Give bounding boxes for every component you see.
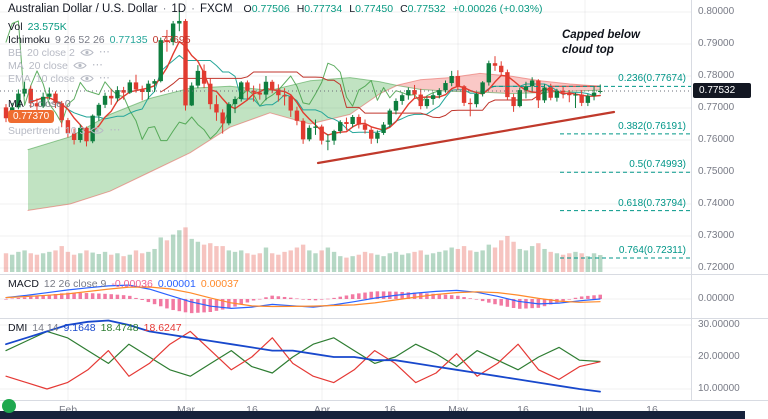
indicator-name: DMI bbox=[8, 321, 28, 334]
indicator-params: 20 close 2 bbox=[27, 46, 75, 59]
more-options-icon[interactable]: ⋯ bbox=[91, 59, 103, 71]
time-axis-label: 16 bbox=[384, 404, 396, 416]
price-axis-label: 0.78000 bbox=[698, 70, 735, 81]
indicator-row-bb[interactable]: BB 20 close 2 ⋯ bbox=[8, 46, 110, 59]
indicator-value: 0.77695 bbox=[152, 33, 191, 46]
indicator-value: 0.77370 bbox=[8, 110, 55, 123]
indicator-params: 12 26 close 9 bbox=[43, 277, 107, 290]
annotation-note[interactable]: Capped below cloud top bbox=[562, 28, 640, 58]
indicator-row-ma[interactable]: MA 20 close ⋯ bbox=[8, 59, 103, 72]
indicator-params: 10 3 bbox=[64, 124, 86, 137]
indicator-value: 18.6247 bbox=[143, 321, 182, 334]
indicator-value: 23.575K bbox=[27, 20, 67, 33]
close-value: 0.77532 bbox=[407, 3, 446, 15]
indicator-name: MA bbox=[8, 97, 24, 110]
dmi-axis-label: 10.00000 bbox=[698, 383, 740, 394]
high-label: H bbox=[296, 3, 305, 15]
pane-separator-dmi[interactable] bbox=[0, 318, 768, 319]
price-axis-label: 0.80000 bbox=[698, 6, 735, 17]
indicator-name: MACD bbox=[8, 277, 39, 290]
more-options-icon[interactable]: ⋯ bbox=[98, 72, 110, 84]
indicator-row-ma[interactable]: MA 5 close 0 bbox=[8, 97, 71, 110]
indicator-name: Vol bbox=[8, 20, 23, 33]
indicator-status-lines: Vol 23.575K Ichimoku 9 26 52 26 0.77135 0.776… bbox=[8, 20, 239, 334]
exchange[interactable]: FXCM bbox=[199, 3, 233, 15]
price-axis-label: 0.79000 bbox=[698, 38, 735, 49]
more-options-icon[interactable]: ⋯ bbox=[109, 124, 121, 136]
price-axis-label: 0.72000 bbox=[698, 262, 735, 273]
indicator-value: 9.1648 bbox=[63, 321, 96, 334]
indicator-params: 5 close 0 bbox=[28, 97, 71, 110]
indicator-row-macd[interactable]: MACD 12 26 close 9 -0.00036 0.00001 0.00037 bbox=[8, 277, 239, 290]
indicator-name: Ichimoku bbox=[8, 33, 51, 46]
open-label: O bbox=[243, 3, 252, 15]
indicator-name: EMA bbox=[8, 72, 31, 85]
price-axis[interactable]: 0.80000 0.79000 0.78000 0.77000 0.76000 0.750… bbox=[691, 0, 768, 400]
pane-separator-macd[interactable] bbox=[0, 274, 768, 275]
eye-icon[interactable] bbox=[80, 48, 94, 57]
logo-icon[interactable] bbox=[2, 399, 16, 413]
indicator-row-dmi[interactable]: DMI 14 14 9.1648 18.4748 18.6247 bbox=[8, 321, 182, 334]
indicator-params: 10 close bbox=[35, 72, 75, 85]
dmi-axis-label: 30.00000 bbox=[698, 319, 740, 330]
price-axis-label: 0.77000 bbox=[698, 102, 735, 113]
macd-axis-label: 0.00000 bbox=[698, 293, 735, 304]
indicator-params: 20 close bbox=[28, 59, 68, 72]
indicator-value: 0.00001 bbox=[157, 277, 196, 290]
price-axis-label: 0.75000 bbox=[698, 166, 735, 177]
bottom-bar bbox=[0, 411, 745, 419]
annotation-line-1: Capped below bbox=[562, 29, 640, 41]
indicator-value: 0.00037 bbox=[200, 277, 239, 290]
indicator-row-ema[interactable]: EMA 10 close ⋯ bbox=[8, 72, 110, 85]
indicator-name: Supertrend bbox=[8, 124, 60, 137]
time-axis-label: 16 bbox=[517, 404, 529, 416]
indicator-value: 0.77135 bbox=[109, 33, 148, 46]
low-label: L bbox=[349, 3, 356, 15]
indicator-row-value[interactable]: 0.77370 bbox=[8, 110, 55, 123]
low-value: 0.77450 bbox=[355, 3, 394, 15]
symbol-title[interactable]: Australian Dollar / U.S. Dollar bbox=[8, 3, 158, 15]
price-axis-label: 0.74000 bbox=[698, 198, 735, 209]
indicator-name: BB bbox=[8, 46, 23, 59]
price-axis-label: 0.76000 bbox=[698, 134, 735, 145]
symbol-header: Australian Dollar / U.S. Dollar · 1D · F… bbox=[8, 3, 543, 15]
last-price-badge: 0.77532 bbox=[693, 82, 751, 98]
close-label: C bbox=[400, 3, 408, 15]
change-value: +0.00026 (+0.03%) bbox=[452, 3, 543, 15]
indicator-row-supertrend[interactable]: Supertrend 10 3 ⋯ bbox=[8, 124, 120, 137]
open-value: 0.77506 bbox=[251, 3, 290, 15]
ohlc-values: O0.77506 H0.77734 L0.77450 C0.77532 +0.0… bbox=[244, 3, 543, 15]
indicator-value: -0.00036 bbox=[111, 277, 153, 290]
price-axis-label: 0.73000 bbox=[698, 230, 735, 241]
indicator-params: 14 14 bbox=[32, 321, 59, 334]
eye-icon[interactable] bbox=[80, 74, 94, 83]
indicator-value: 18.4748 bbox=[100, 321, 139, 334]
indicator-name: MA bbox=[8, 59, 24, 72]
more-options-icon[interactable]: ⋯ bbox=[98, 46, 110, 58]
dmi-axis-label: 20.00000 bbox=[698, 351, 740, 362]
annotation-line-2: cloud top bbox=[562, 43, 614, 56]
time-axis-label: 16 bbox=[246, 404, 258, 416]
separator-dot: · bbox=[162, 3, 167, 15]
indicator-row-ichimoku[interactable]: Ichimoku 9 26 52 26 0.77135 0.77695 bbox=[8, 33, 191, 46]
time-axis-label: 16 bbox=[646, 404, 658, 416]
high-value: 0.77734 bbox=[304, 3, 343, 15]
timeframe[interactable]: 1D bbox=[171, 3, 187, 15]
indicator-row-vol[interactable]: Vol 23.575K bbox=[8, 20, 67, 33]
eye-icon[interactable] bbox=[90, 126, 105, 135]
indicator-params: 9 26 52 26 bbox=[55, 33, 105, 46]
separator-dot: · bbox=[191, 3, 195, 15]
eye-icon[interactable] bbox=[73, 61, 87, 70]
